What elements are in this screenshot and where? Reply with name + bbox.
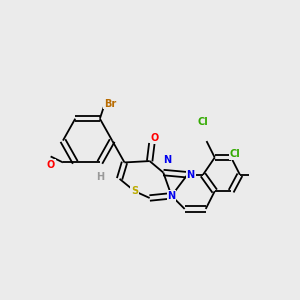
Text: O: O: [46, 160, 55, 170]
Text: N: N: [164, 155, 172, 165]
Text: Cl: Cl: [197, 117, 208, 127]
Text: Cl: Cl: [230, 149, 241, 159]
Text: H: H: [96, 172, 104, 182]
Text: N: N: [187, 170, 195, 180]
Text: N: N: [167, 191, 175, 201]
Text: Br: Br: [104, 99, 116, 109]
Text: O: O: [150, 134, 159, 143]
Text: S: S: [131, 186, 138, 196]
